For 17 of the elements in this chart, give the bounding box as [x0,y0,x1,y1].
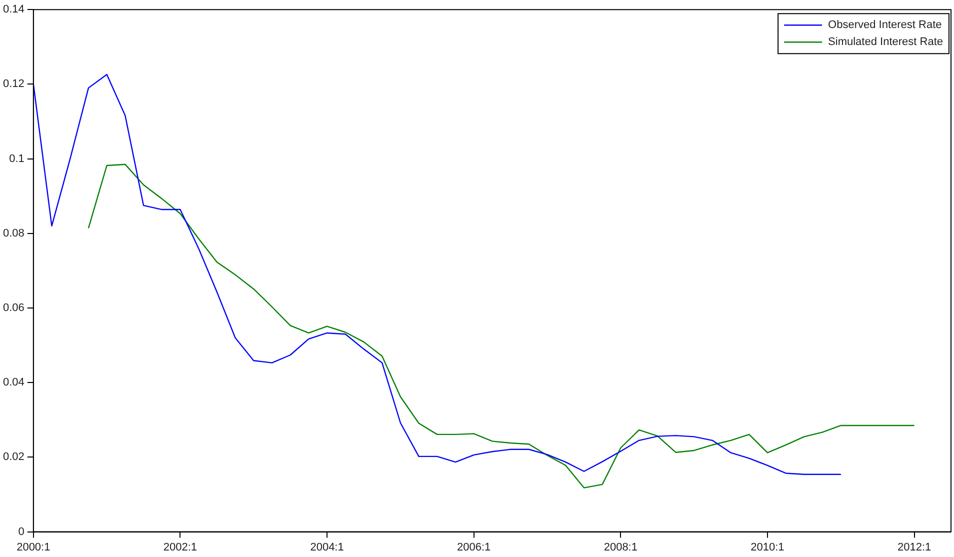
y-tick-label: 0.02 [2,451,24,464]
y-tick-label: 0.1 [9,152,24,165]
y-tick-label: 0.06 [2,302,24,314]
y-tick-label: 0.04 [2,376,24,389]
legend-label: Simulated Interest Rate [828,36,944,48]
x-tick-label: 2000:1 [16,541,50,554]
x-tick-label: 2012:1 [897,541,932,554]
x-tick-label: 2004:1 [310,541,344,554]
y-tick-label: 0 [18,526,24,538]
legend-label: Observed Interest Rate [828,19,942,32]
x-tick-label: 2006:1 [457,541,491,554]
y-tick-label: 0.12 [2,78,24,90]
x-tick-label: 2010:1 [750,541,784,554]
y-tick-label: 0.14 [2,4,24,16]
x-tick-label: 2002:1 [163,541,198,554]
x-tick-label: 2008:1 [604,541,638,554]
y-tick-label: 0.08 [2,227,24,240]
